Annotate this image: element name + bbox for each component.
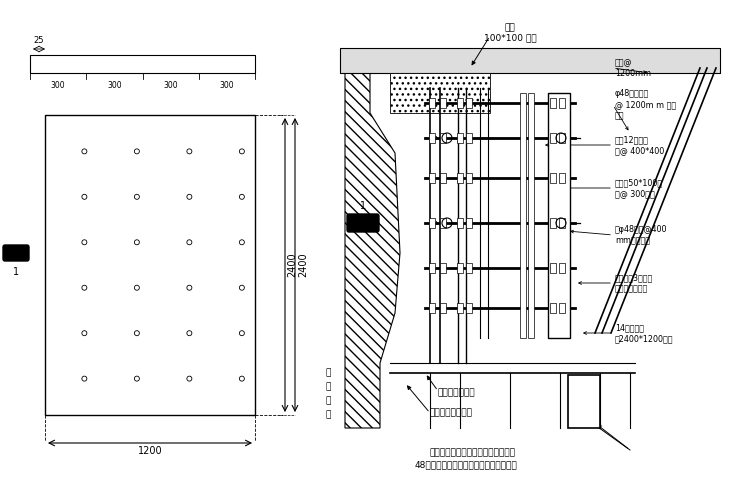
Text: 横龙骨用3形扣件
螺母与模板紧固: 横龙骨用3形扣件 螺母与模板紧固 <box>615 273 653 293</box>
Bar <box>550 303 556 313</box>
Bar <box>559 133 565 143</box>
Polygon shape <box>45 115 255 415</box>
Polygon shape <box>199 55 255 73</box>
Bar <box>457 263 463 273</box>
Polygon shape <box>124 115 150 415</box>
Text: 300: 300 <box>107 81 122 90</box>
Text: 300: 300 <box>220 81 234 90</box>
Bar <box>466 263 472 273</box>
Bar <box>440 218 446 228</box>
Bar <box>429 133 435 143</box>
Text: 2400: 2400 <box>298 253 308 277</box>
Text: 14厚木多层
板2400*1200竖放: 14厚木多层 板2400*1200竖放 <box>615 323 674 343</box>
Polygon shape <box>72 115 98 415</box>
Polygon shape <box>520 93 526 338</box>
Text: 300: 300 <box>164 81 178 90</box>
Bar <box>466 133 472 143</box>
Bar <box>429 263 435 273</box>
Text: 48钢筋管支搭排架，底板设地锚，用钢筋: 48钢筋管支搭排架，底板设地锚，用钢筋 <box>415 460 518 469</box>
Polygon shape <box>340 48 720 73</box>
Text: 25: 25 <box>34 36 45 45</box>
Polygon shape <box>345 53 400 428</box>
Polygon shape <box>142 55 199 73</box>
Polygon shape <box>340 48 720 73</box>
Bar <box>466 173 472 183</box>
Text: 操作钢管脚手架: 操作钢管脚手架 <box>438 388 476 398</box>
Text: 用丝杠与坑壁顶紧: 用丝杠与坑壁顶紧 <box>430 409 473 417</box>
Text: 喷: 喷 <box>326 411 331 420</box>
Text: 地锚@
1200mm: 地锚@ 1200mm <box>615 58 651 78</box>
Bar <box>559 263 565 273</box>
Polygon shape <box>548 93 570 338</box>
Polygon shape <box>528 93 534 338</box>
Bar <box>550 98 556 108</box>
Polygon shape <box>45 115 72 415</box>
Polygon shape <box>202 115 228 415</box>
Bar <box>457 218 463 228</box>
Polygon shape <box>150 115 176 415</box>
Text: 支顶: 支顶 <box>504 24 515 32</box>
Bar <box>466 218 472 228</box>
Polygon shape <box>30 55 86 73</box>
Bar <box>466 98 472 108</box>
Bar <box>429 218 435 228</box>
Bar <box>457 173 463 183</box>
Bar <box>466 303 472 313</box>
Text: 1: 1 <box>13 267 19 277</box>
Polygon shape <box>568 375 600 428</box>
Text: 直径12穿墙螺
栓@ 400*400: 直径12穿墙螺 栓@ 400*400 <box>615 135 664 155</box>
Bar <box>457 303 463 313</box>
Bar <box>429 98 435 108</box>
Bar <box>440 133 446 143</box>
Polygon shape <box>563 93 569 338</box>
Bar <box>429 173 435 183</box>
Bar <box>559 303 565 313</box>
Polygon shape <box>86 55 142 73</box>
Bar <box>440 173 446 183</box>
Bar <box>440 263 446 273</box>
Text: 护: 护 <box>326 383 331 392</box>
Text: 1: 1 <box>360 201 366 211</box>
Text: 100*100 木方: 100*100 木方 <box>484 33 537 43</box>
Polygon shape <box>555 93 561 338</box>
Bar <box>440 303 446 313</box>
Polygon shape <box>98 115 124 415</box>
Bar <box>429 303 435 313</box>
Bar <box>550 133 556 143</box>
Bar <box>550 173 556 183</box>
Polygon shape <box>30 55 255 73</box>
Bar <box>550 263 556 273</box>
FancyBboxPatch shape <box>3 245 29 261</box>
Text: 与水平钢管拉接压顶，防止模板上浮: 与水平钢管拉接压顶，防止模板上浮 <box>430 449 516 457</box>
Bar <box>559 173 565 183</box>
Bar <box>559 218 565 228</box>
Polygon shape <box>228 115 255 415</box>
Text: 杆: 杆 <box>326 397 331 406</box>
Polygon shape <box>176 115 202 415</box>
Text: 1200: 1200 <box>138 446 162 456</box>
Bar <box>457 98 463 108</box>
Bar <box>550 218 556 228</box>
Text: 次龙骨50*100木
方@ 300竖放: 次龙骨50*100木 方@ 300竖放 <box>615 178 663 198</box>
Bar <box>440 98 446 108</box>
Text: φ48钢管支顶
@ 1200m m 横向
排布: φ48钢管支顶 @ 1200m m 横向 排布 <box>615 89 676 121</box>
Text: 坡: 坡 <box>326 369 331 378</box>
Polygon shape <box>390 73 490 113</box>
Text: 2400: 2400 <box>287 253 297 277</box>
Bar <box>457 133 463 143</box>
Text: 双φ48钢管@400
mm横向排布: 双φ48钢管@400 mm横向排布 <box>615 225 667 245</box>
Bar <box>559 98 565 108</box>
FancyBboxPatch shape <box>347 214 379 232</box>
Text: 300: 300 <box>51 81 66 90</box>
